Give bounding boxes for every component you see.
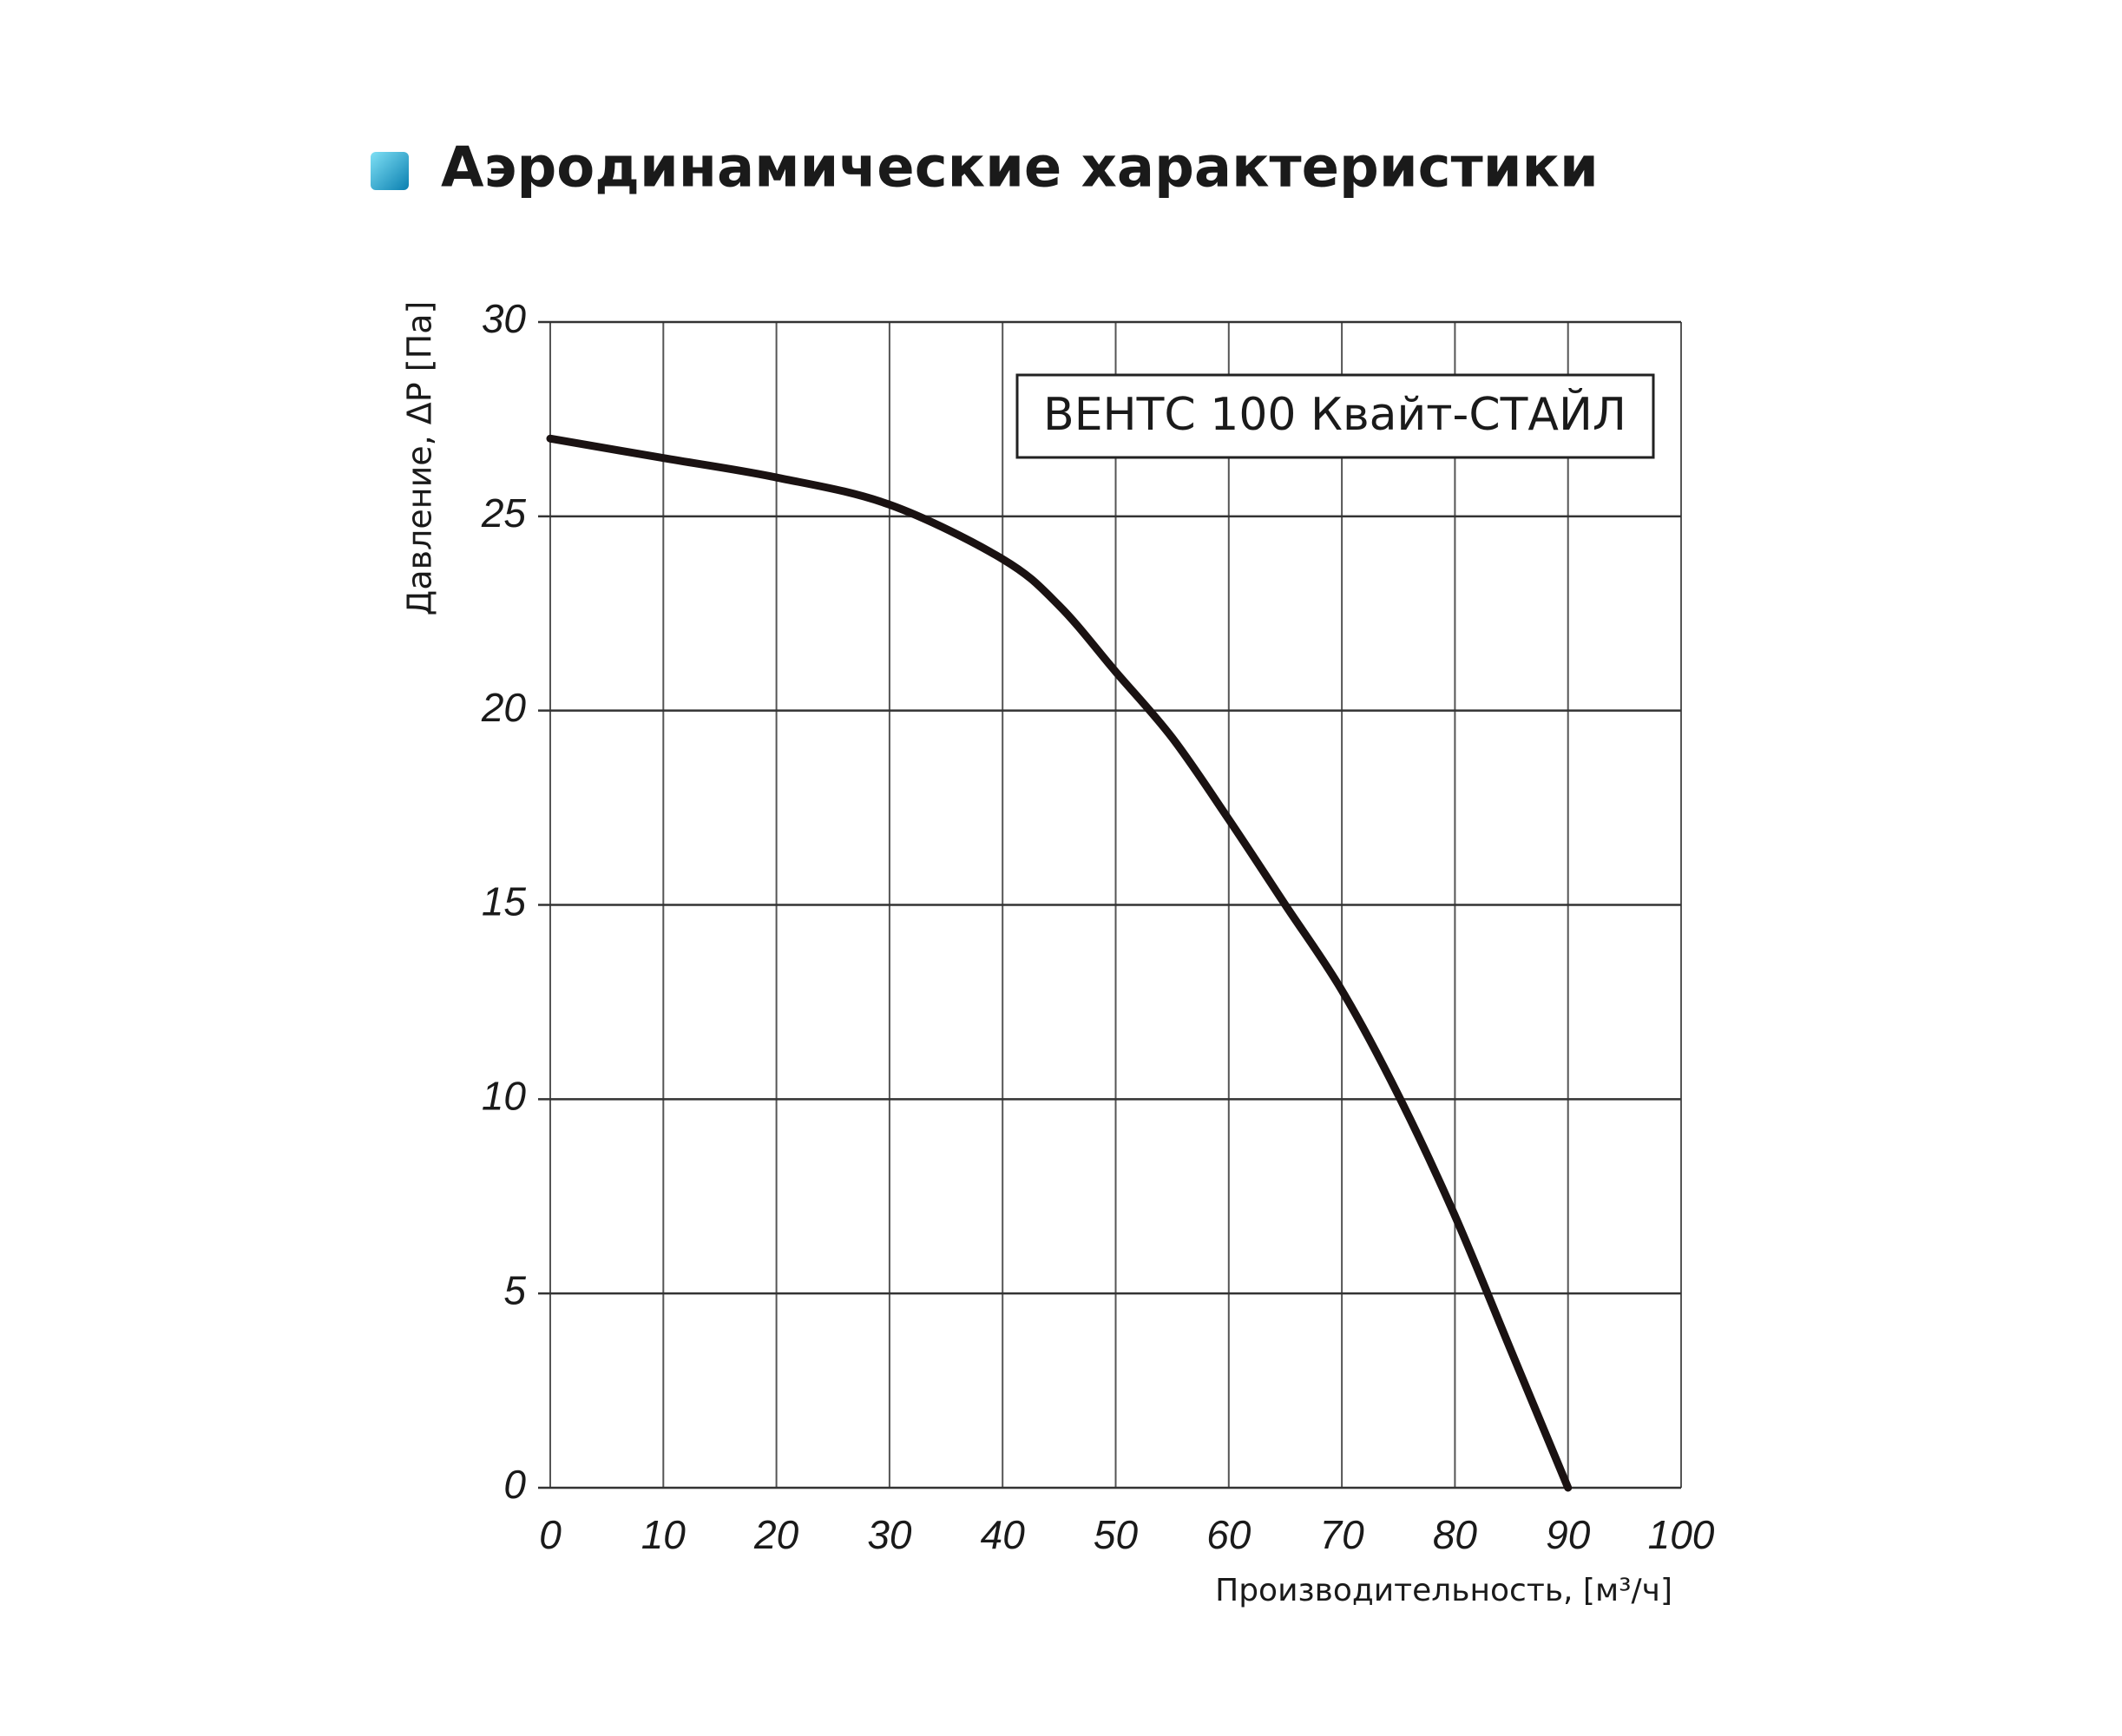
- title-icon: [371, 152, 409, 190]
- x-tick-label: 0: [539, 1512, 562, 1557]
- x-tick-label: 40: [981, 1512, 1026, 1557]
- legend-box: [1015, 373, 1655, 459]
- y-tick-label: 20: [481, 685, 527, 730]
- y-tick-label: 0: [503, 1462, 526, 1507]
- x-tick-label: 50: [1094, 1512, 1139, 1557]
- x-tick-label: 80: [1433, 1512, 1478, 1557]
- legend-label: ВЕНТС 100 Квайт-СТАЙЛ: [1043, 388, 1626, 441]
- x-tick-label: 20: [753, 1512, 799, 1557]
- y-tick-label: 5: [503, 1267, 526, 1312]
- y-tick-label: 10: [482, 1073, 527, 1118]
- x-tick-label: 100: [1648, 1512, 1715, 1557]
- y-axis-label: Давление, ΔP [Па]: [401, 301, 439, 616]
- x-axis-label: Производительность, [м³/ч]: [1215, 1573, 1672, 1608]
- y-tick-label: 25: [481, 490, 527, 536]
- x-tick-label: 70: [1320, 1512, 1365, 1557]
- y-tick-label: 30: [482, 296, 527, 341]
- x-tick-label: 10: [641, 1512, 687, 1557]
- x-tick-label: 30: [867, 1512, 912, 1557]
- y-tick-label: 15: [482, 879, 527, 924]
- x-tick-label: 90: [1546, 1512, 1591, 1557]
- x-tick-label: 60: [1206, 1512, 1252, 1557]
- chart-title: Аэродинамические характеристики: [441, 136, 1599, 201]
- data-line: [546, 434, 1573, 1492]
